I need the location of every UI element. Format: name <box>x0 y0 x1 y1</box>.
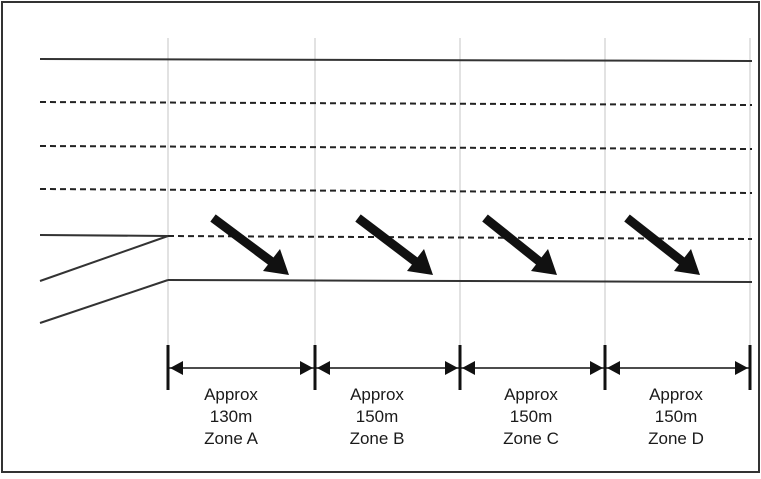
taper-line-upper <box>39 235 169 282</box>
zone-d-name: Zone D <box>648 429 704 448</box>
zone-c-approx: Approx <box>504 385 558 404</box>
road-top-edge <box>39 58 753 62</box>
zone-c-name: Zone C <box>503 429 559 448</box>
lane-divider-2 <box>39 145 753 150</box>
zone-d-length: 150m <box>654 407 698 426</box>
zone-b-name: Zone B <box>349 429 405 448</box>
lane-dividers <box>39 101 753 240</box>
zone-guide-lines <box>167 38 751 352</box>
dimension-markers <box>166 345 752 390</box>
zone-b-length: 150m <box>355 407 399 426</box>
lane-divider-1 <box>39 101 753 106</box>
merge-arrow-icon <box>482 214 557 275</box>
zone-a-name: Zone A <box>204 429 258 448</box>
dimension-arrowhead-icon <box>170 361 183 375</box>
merge-arrows <box>210 214 700 275</box>
lane-edge-left <box>39 234 169 237</box>
dimension-arrowhead-icon <box>735 361 748 375</box>
zone-a-approx: Approx <box>204 385 258 404</box>
road-bottom-edge <box>167 279 753 283</box>
lane-divider-4 <box>167 235 753 240</box>
dimension-arrowhead-icon <box>317 361 330 375</box>
merge-arrow-icon <box>355 214 433 275</box>
dimension-arrowhead-icon <box>445 361 458 375</box>
zone-c-length: 150m <box>509 407 553 426</box>
merge-arrow-icon <box>624 214 700 275</box>
zone-d-approx: Approx <box>649 385 703 404</box>
zone-label-c: Approx 150m Zone C <box>461 384 601 450</box>
dimension-arrowhead-icon <box>300 361 313 375</box>
zone-label-a: Approx 130m Zone A <box>161 384 301 450</box>
zone-label-d: Approx 150m Zone D <box>606 384 746 450</box>
zone-a-length: 130m <box>209 407 253 426</box>
dimension-arrowhead-icon <box>462 361 475 375</box>
taper-line-lower <box>39 279 169 324</box>
merge-arrow-icon <box>210 214 289 275</box>
zone-label-b: Approx 150m Zone B <box>307 384 447 450</box>
zone-b-approx: Approx <box>350 385 404 404</box>
lane-divider-3 <box>39 188 753 194</box>
dimension-arrowhead-icon <box>590 361 603 375</box>
dimension-arrowhead-icon <box>607 361 620 375</box>
